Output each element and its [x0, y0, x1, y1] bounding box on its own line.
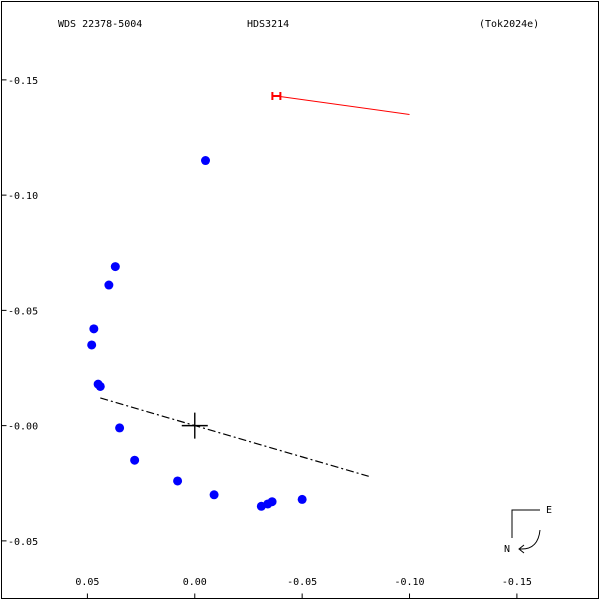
measurement-point [87, 340, 97, 350]
north-label: N [504, 544, 510, 555]
x-tick-label: -0.05 [287, 577, 317, 588]
y-tick-label: -0.05 [8, 537, 38, 548]
y-tick-label: -0.05 [8, 306, 38, 317]
east-arrow-line [511, 509, 540, 538]
y-tick-label: -0.15 [8, 76, 38, 87]
rotation-arrow-icon [519, 529, 541, 550]
measurement-point [89, 324, 99, 334]
wds-id-label: WDS 22378-5004 [58, 19, 142, 30]
x-tick-label: 0.05 [75, 577, 99, 588]
measurement-point [115, 423, 125, 433]
reference-label: (Tok2024e) [479, 19, 539, 30]
residual-marker [271, 92, 410, 115]
measurement-point [201, 156, 211, 166]
measurement-point [104, 280, 114, 290]
x-tick-label: 0.00 [183, 577, 207, 588]
measurement-point [95, 381, 105, 391]
orientation-indicator: E N [504, 505, 552, 555]
x-tick-label: -0.15 [502, 577, 532, 588]
primary-star-marker [181, 412, 208, 439]
measurement-point [110, 262, 120, 272]
measurement-point [173, 476, 183, 486]
measurement-point [297, 494, 307, 504]
y-axis: -0.15 -0.10 -0.05 -0.00 -0.05 [1, 76, 38, 548]
measurement-points [87, 156, 307, 511]
residual-line [276, 95, 410, 115]
y-tick-label: -0.10 [8, 191, 38, 202]
measurement-point [209, 490, 219, 500]
rotation-arrowhead-icon [518, 544, 525, 554]
measurement-point [256, 501, 266, 511]
line-of-nodes [100, 397, 369, 477]
x-axis: -0.15 -0.10 -0.05 0.00 0.05 [75, 577, 532, 599]
east-label: E [546, 505, 552, 516]
x-tick-label: -0.10 [394, 577, 424, 588]
y-tick-label: -0.00 [8, 422, 38, 433]
measurement-point [130, 455, 140, 465]
discoverer-label: HDS3214 [247, 19, 289, 30]
